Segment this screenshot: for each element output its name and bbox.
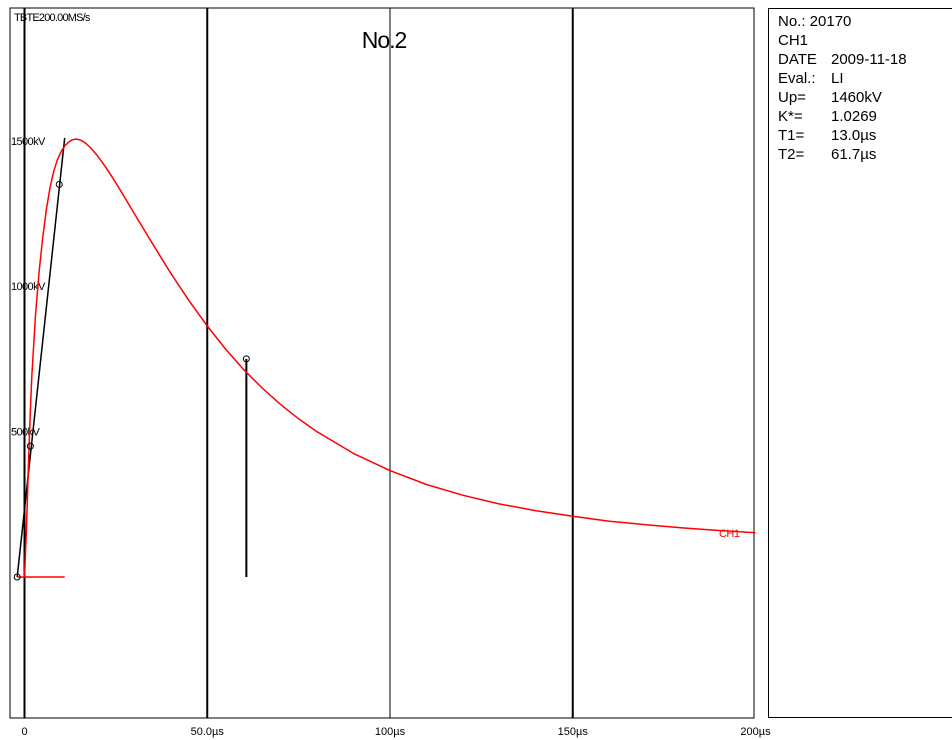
x-tick-label: 150µs [558,726,589,738]
y-tick-label: 500kV [11,427,40,439]
info-row-date: DATE 2009-11-18 [778,51,907,68]
chart-title: No.2 [362,27,407,53]
info-row-eval: Eval.: LI [778,70,844,87]
marker-point [55,180,63,188]
series-line-CH1 [23,138,756,578]
info-row-t1: T1= 13.0µs [778,127,877,144]
x-tick-label: 0 [21,726,27,738]
y-tick-label: 1000kV [11,281,46,293]
marker-point [26,442,34,450]
marker-point [242,355,250,363]
info-row-k: K*= 1.0269 [778,108,877,125]
front-time-line [16,137,66,578]
series-label: CH1 [719,528,740,540]
info-row-t2: T2= 61.7µs [778,146,877,163]
channel-label: CH1 [778,32,809,49]
x-tick-label: 50.0µs [191,726,225,738]
marker-point [13,573,21,581]
record-number: No.: 20170 [778,13,852,30]
header-label: TBTE200.00MS/s [14,12,91,24]
x-tick-label: 200µs [740,726,771,738]
x-tick-label: 100µs [375,726,406,738]
plot-frame [9,7,755,719]
y-tick-label: 1500kV [11,136,46,148]
info-panel: No.: 20170 CH1 DATE 2009-11-18 Eval.: LI U… [768,8,952,718]
info-row-up: Up= 1460kV [778,89,882,106]
